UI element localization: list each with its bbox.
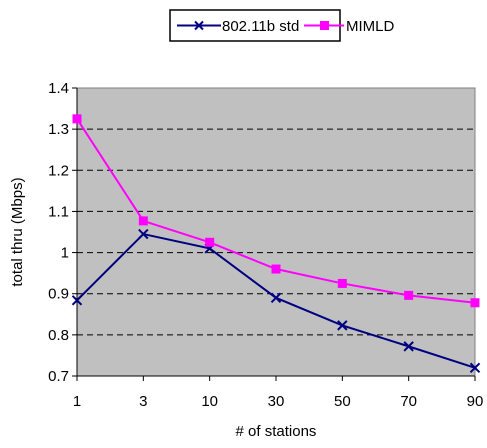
data-point-x xyxy=(337,320,348,331)
y-tick-label: 0.7 xyxy=(48,368,69,385)
y-axis-title: total thru (Mbps) xyxy=(9,177,26,286)
y-tick-label: 0.8 xyxy=(48,327,69,344)
y-tick-label: 1 xyxy=(61,245,69,262)
legend-marker-series-1 xyxy=(194,20,204,31)
legend-label-series-2: MIMLD xyxy=(346,18,395,35)
x-tick-label: 10 xyxy=(201,393,218,410)
y-tick-label: 0.9 xyxy=(48,286,69,303)
data-point-x xyxy=(270,292,282,304)
data-point-square xyxy=(470,298,480,308)
legend: 802.11b std MIMLD xyxy=(169,9,395,42)
data-point-square xyxy=(138,216,148,226)
x-tick-label: 70 xyxy=(400,393,417,410)
legend-label-series-1: 802.11b std xyxy=(222,18,299,35)
legend-entry-series-2: MIMLD xyxy=(304,18,395,35)
x-tick-label: 3 xyxy=(139,393,147,410)
legend-marker-series-2 xyxy=(320,21,329,30)
y-tick-label: 1.3 xyxy=(48,121,69,138)
data-point-square xyxy=(205,237,215,247)
data-point-square xyxy=(337,278,347,288)
x-tick-label: 90 xyxy=(467,393,484,410)
x-tick-label: 1 xyxy=(73,393,81,410)
x-axis-title: # of stations xyxy=(236,423,317,440)
data-point-x xyxy=(469,362,481,373)
data-point-square xyxy=(404,290,414,300)
data-point-x xyxy=(138,228,149,240)
x-tick-label: 30 xyxy=(268,393,285,410)
legend-entry-series-1: 802.11b std xyxy=(177,18,299,35)
plot-area xyxy=(76,87,476,377)
y-tick-label: 1.1 xyxy=(48,203,69,220)
y-tick-label: 1.4 xyxy=(48,80,69,97)
series xyxy=(71,114,481,373)
data-point-x xyxy=(71,295,83,306)
data-point-square xyxy=(271,264,281,274)
y-tick-label: 1.2 xyxy=(48,162,69,179)
x-tick-label: 50 xyxy=(334,393,351,410)
data-point-x xyxy=(403,341,414,352)
y-tick-labels: 0.7 0.8 0.9 1 1.1 1.2 1.3 1.4 xyxy=(48,80,77,385)
data-point-square xyxy=(72,114,82,124)
x-tick-labels: 1 3 10 30 50 70 90 xyxy=(73,376,484,410)
